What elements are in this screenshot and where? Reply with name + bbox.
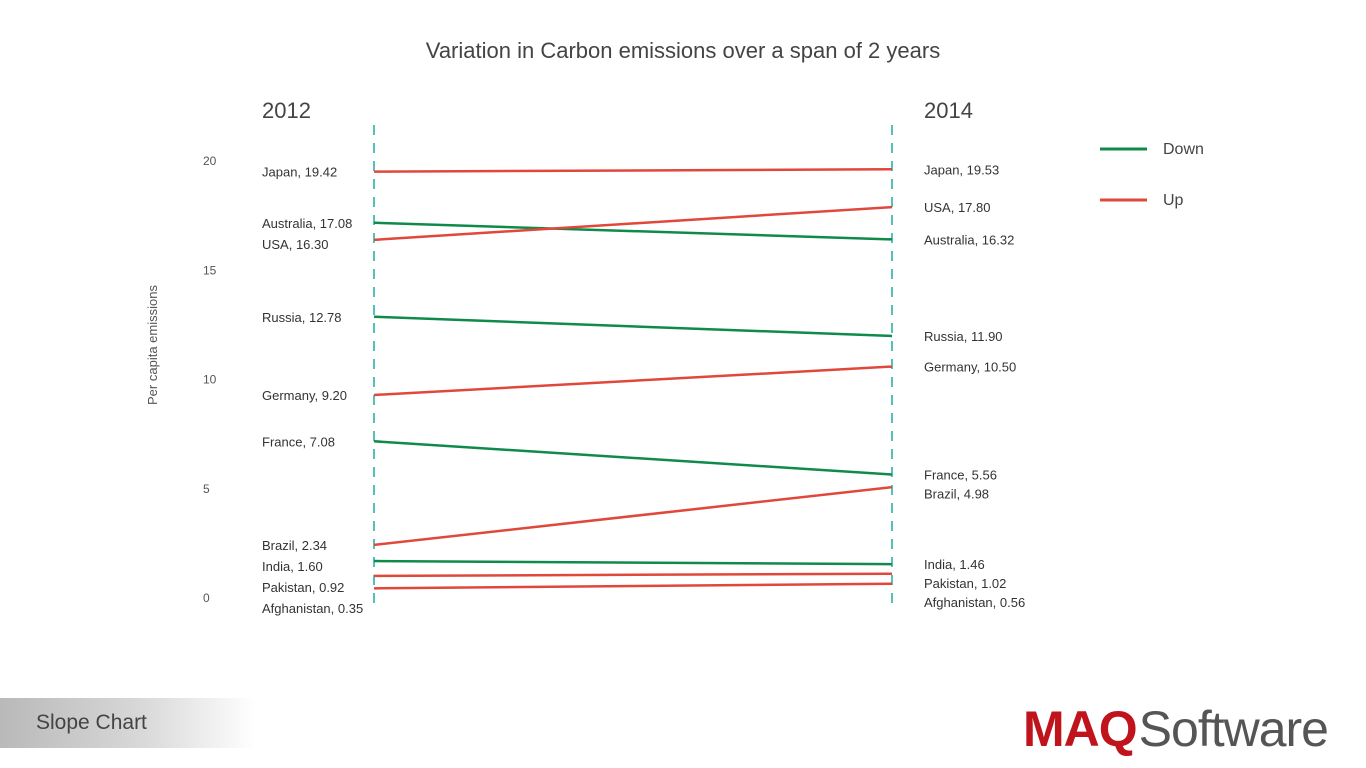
slope-line-usa: [373, 205, 893, 242]
slope-lines: [373, 168, 893, 590]
start-label-australia: Australia, 17.08: [262, 216, 352, 231]
legend: Down Up: [1100, 141, 1204, 209]
end-label-brazil: Brazil, 4.98: [924, 487, 989, 502]
slope-line-australia: [373, 221, 893, 241]
y-tick-0: 0: [203, 591, 210, 605]
footer-band: Slope Chart: [0, 698, 256, 748]
end-label-afghanistan: Afghanistan, 0.56: [924, 595, 1025, 610]
slope-line-france: [373, 440, 893, 476]
slope-line-russia: [373, 315, 893, 338]
start-label-japan: Japan, 19.42: [262, 165, 337, 180]
start-label-pakistan: Pakistan, 0.92: [262, 580, 344, 595]
y-tick-15: 15: [203, 263, 217, 277]
slope-line-japan: [373, 168, 893, 173]
footer-label: Slope Chart: [36, 711, 147, 734]
end-label-pakistan: Pakistan, 1.02: [924, 576, 1006, 591]
end-label-usa: USA, 17.80: [924, 200, 991, 215]
legend-label-up: Up: [1163, 192, 1184, 209]
end-label-japan: Japan, 19.53: [924, 162, 999, 177]
end-label-france: France, 5.56: [924, 468, 997, 483]
end-labels: Japan, 19.53 Australia, 16.32 USA, 17.80 Ru…: [924, 162, 1025, 610]
start-label-india: India, 1.60: [262, 559, 323, 574]
brand-logo: MAQ Software: [1023, 700, 1329, 757]
start-label-russia: Russia, 12.78: [262, 310, 342, 325]
y-tick-20: 20: [203, 154, 217, 168]
y-axis-title: Per capita emissions: [145, 285, 160, 405]
end-label-germany: Germany, 10.50: [924, 360, 1016, 375]
start-label-afghanistan: Afghanistan, 0.35: [262, 601, 363, 616]
brand-software: Software: [1138, 701, 1329, 757]
slope-line-brazil: [373, 485, 893, 547]
start-label-germany: Germany, 9.20: [262, 388, 347, 403]
y-axis-ticks: 0 5 10 15 20: [203, 154, 217, 605]
start-labels: Japan, 19.42 Australia, 17.08 USA, 16.30 Ru…: [262, 165, 363, 616]
y-tick-5: 5: [203, 482, 210, 496]
start-label-usa: USA, 16.30: [262, 237, 329, 252]
legend-label-down: Down: [1163, 141, 1204, 158]
end-label-india: India, 1.46: [924, 557, 985, 572]
slope-line-pakistan: [373, 572, 893, 578]
period-label-2014: 2014: [924, 98, 973, 123]
slope-line-india: [373, 559, 893, 566]
brand-maq: MAQ: [1023, 701, 1138, 757]
end-label-australia: Australia, 16.32: [924, 232, 1014, 247]
start-label-france: France, 7.08: [262, 434, 335, 449]
y-tick-10: 10: [203, 373, 217, 387]
slope-line-afghanistan: [373, 582, 893, 590]
end-label-russia: Russia, 11.90: [924, 329, 1003, 344]
start-label-brazil: Brazil, 2.34: [262, 538, 327, 553]
chart-title: Variation in Carbon emissions over a spa…: [426, 38, 940, 63]
period-label-2012: 2012: [262, 98, 311, 123]
slope-line-germany: [373, 365, 893, 397]
